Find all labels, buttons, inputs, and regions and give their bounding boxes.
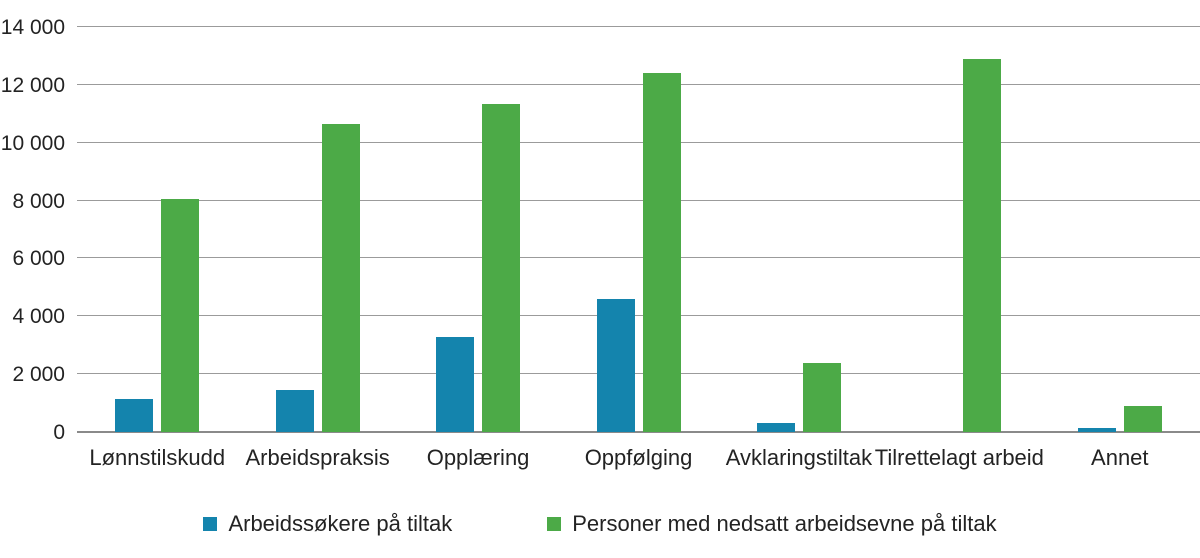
y-tick-label: 4 000 — [12, 305, 65, 329]
x-category-label: Annet — [1091, 445, 1149, 470]
bar-nedsatt-arbeidsevne — [802, 362, 841, 432]
y-tick-label: 6 000 — [12, 247, 65, 271]
bar-nedsatt-arbeidsevne — [161, 199, 200, 432]
legend-item: Personer med nedsatt arbeidsevne på tilt… — [547, 511, 997, 536]
gridline — [77, 83, 1200, 85]
legend-item: Arbeidssøkere på tiltak — [203, 513, 452, 535]
y-tick-label: 14 000 — [0, 16, 65, 39]
bar-arbeidssokere — [275, 390, 314, 432]
legend-label: Personer med nedsatt arbeidsevne på tilt… — [572, 511, 997, 536]
bar-arbeidssokere — [596, 298, 635, 432]
gridline — [77, 199, 1200, 201]
bar-nedsatt-arbeidsevne — [321, 123, 360, 432]
bar-arbeidssokere — [756, 423, 795, 432]
bar-arbeidssokere — [436, 336, 475, 432]
legend-swatch-icon — [203, 517, 218, 531]
x-category-label: Oppfølging — [584, 445, 693, 470]
gridline — [77, 315, 1200, 317]
x-category-label: Tilrettelagt arbeid — [874, 445, 1044, 470]
gridline — [77, 141, 1200, 143]
x-category-label: Avklaringstiltak — [725, 445, 873, 470]
bar-arbeidssokere — [1077, 427, 1116, 432]
y-tick-label: 12 000 — [0, 73, 65, 97]
bar-nedsatt-arbeidsevne — [482, 103, 521, 432]
bar-nedsatt-arbeidsevne — [1123, 406, 1162, 432]
x-category-label: Lønnstilskudd — [89, 445, 226, 470]
bar-arbeidssokere — [115, 398, 154, 432]
gridline — [77, 257, 1200, 259]
legend-label: Arbeidssøkere på tiltak — [228, 511, 453, 536]
chart-legend: Arbeidssøkere på tiltak Personer med neds… — [0, 513, 1200, 535]
legend-swatch-icon — [547, 517, 562, 531]
gridline — [77, 373, 1200, 375]
bar-nedsatt-arbeidsevne — [642, 73, 681, 432]
y-tick-label: 2 000 — [12, 363, 65, 387]
y-tick-label: 8 000 — [12, 189, 65, 213]
y-tick-label: 0 — [53, 421, 65, 444]
plot-area — [77, 26, 1200, 433]
bar-nedsatt-arbeidsevne — [963, 58, 1002, 432]
x-category-label: Opplæring — [426, 445, 530, 470]
y-tick-label: 10 000 — [0, 131, 65, 155]
gridline — [77, 26, 1200, 27]
x-axis-baseline — [77, 431, 1200, 433]
x-category-label: Arbeidspraksis — [245, 445, 390, 470]
